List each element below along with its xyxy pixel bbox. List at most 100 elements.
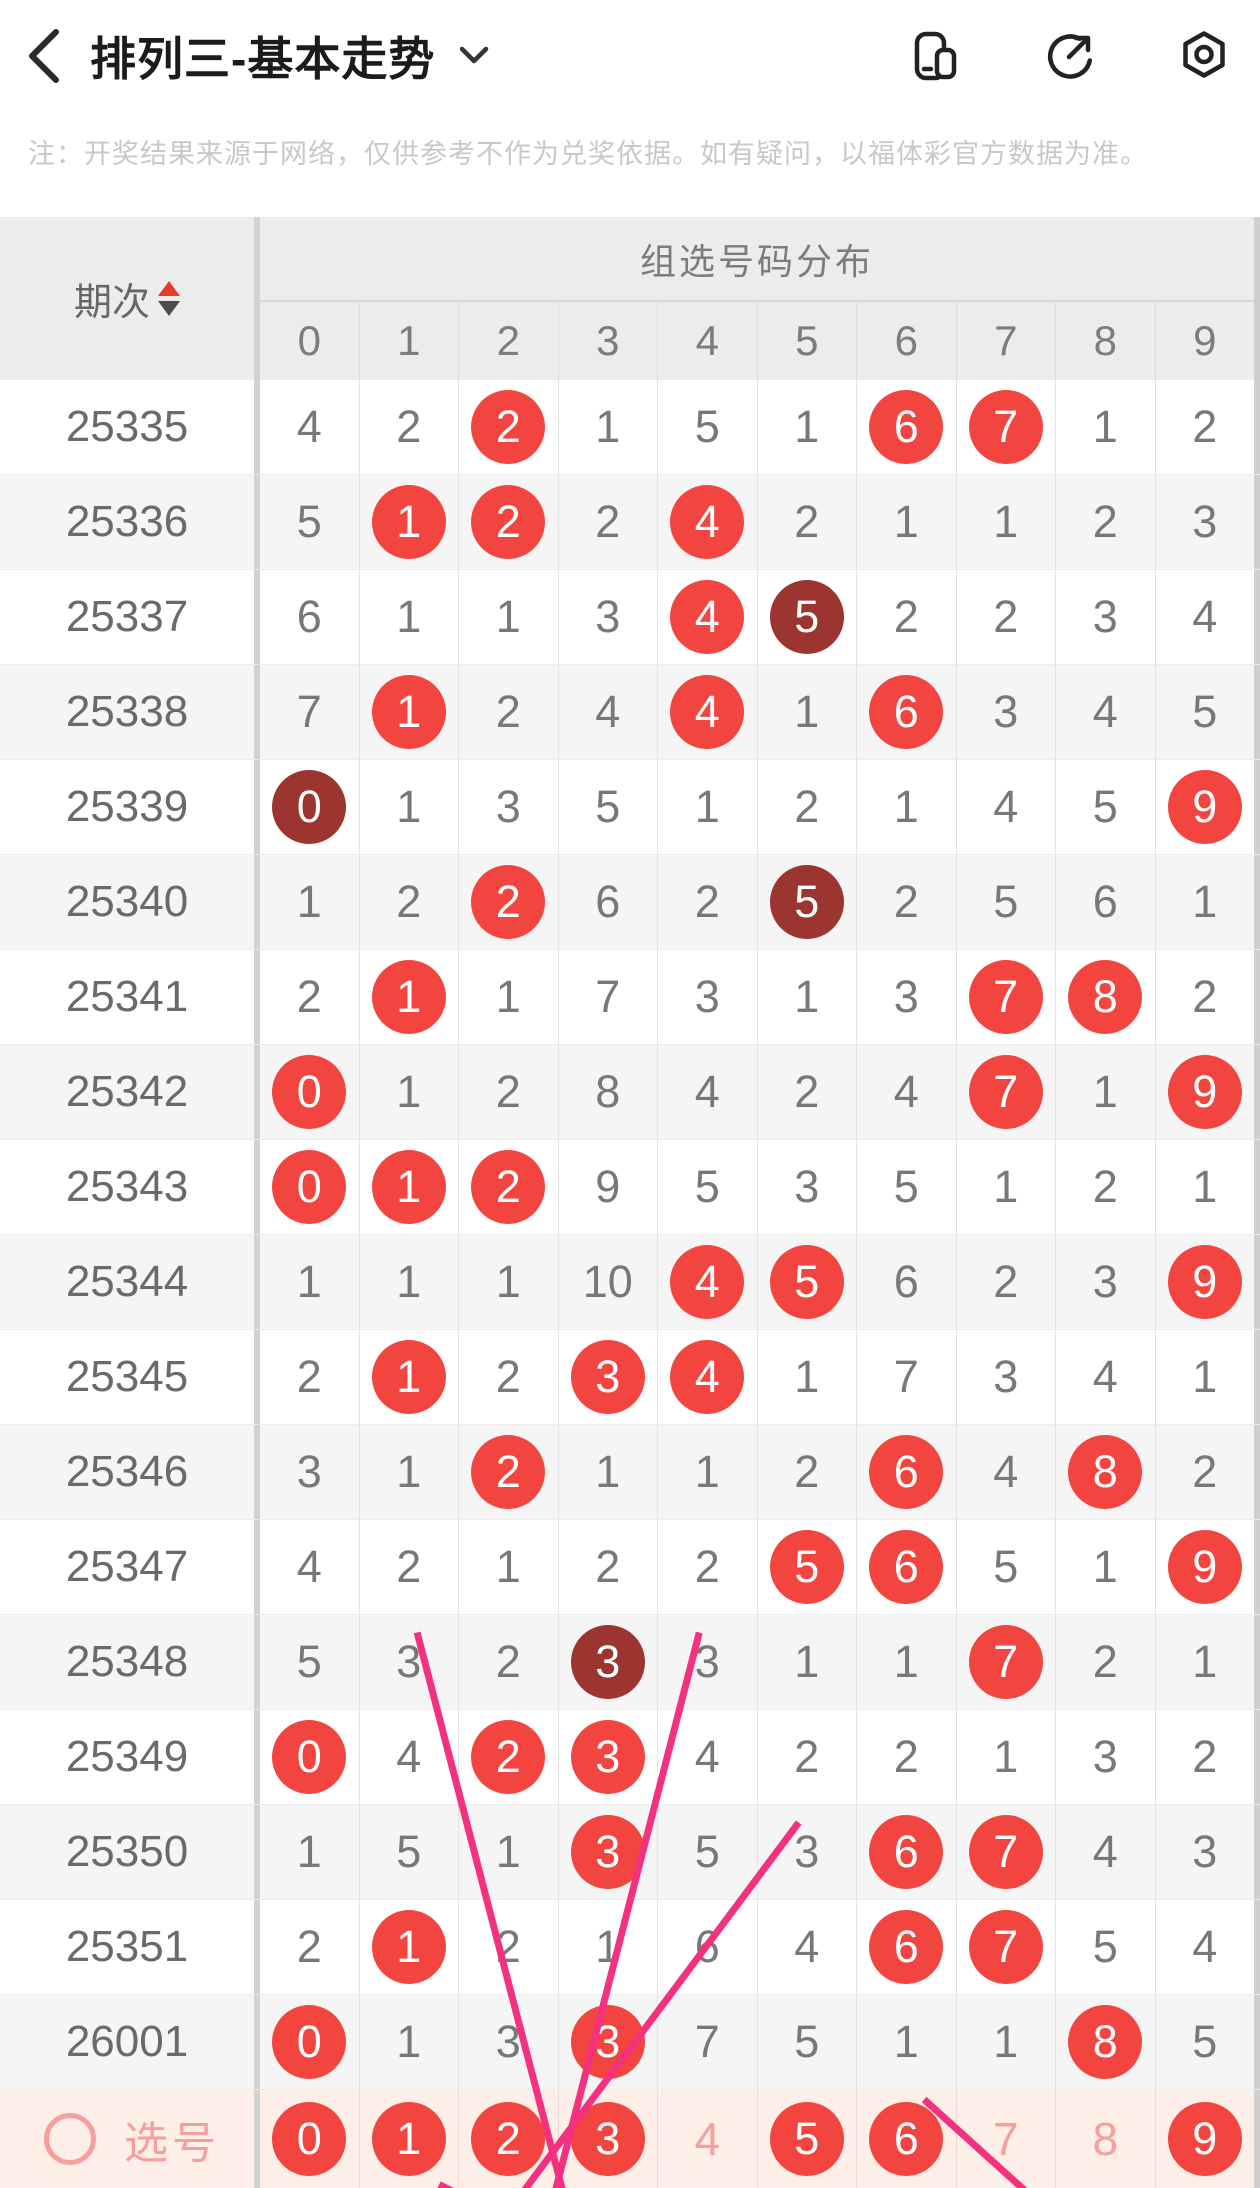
select-number-circle[interactable]: 2	[471, 2102, 546, 2176]
number-cell: 2	[458, 1045, 558, 1139]
number-cell: 5	[756, 1235, 857, 1329]
number-cell: 7	[296, 686, 322, 737]
column-divider	[254, 950, 260, 1044]
number-cell: 1	[358, 1330, 459, 1424]
number-cell: 2	[856, 1710, 956, 1804]
number-cell: 5	[756, 1995, 857, 2089]
number-cell: 7	[955, 950, 1056, 1044]
number-cell: 2	[756, 1045, 857, 1139]
miss-circle-red: 8	[1068, 2005, 1143, 2079]
miss-circle-red: 7	[968, 1625, 1043, 1699]
title-dropdown[interactable]: 排列三-基本走势	[90, 23, 491, 89]
miss-circle-red: 5	[769, 1530, 844, 1604]
select-ring-icon[interactable]	[44, 2113, 96, 2165]
column-divider	[254, 2090, 260, 2188]
number-cell: 2	[296, 1351, 322, 1402]
number-cell: 1	[756, 1615, 857, 1709]
select-number-circle[interactable]: 3	[570, 2102, 645, 2176]
select-number-cell[interactable]: 1	[358, 2090, 459, 2188]
number-cell: 5	[657, 1805, 757, 1899]
number-cell: 2	[756, 760, 857, 854]
number-cell: 4	[1055, 665, 1155, 759]
miss-circle-red: 4	[670, 580, 745, 654]
table-row: 25346 3 1 2 1 1 2 6 4 8 2	[0, 1425, 1260, 1520]
period-cell: 25347	[65, 1542, 189, 1591]
select-number-circle[interactable]: 1	[371, 2102, 446, 2176]
select-number-circle[interactable]: 9	[1167, 2102, 1242, 2176]
settings-icon[interactable]	[1176, 28, 1232, 84]
number-cell: 4	[657, 1235, 757, 1329]
period-cell: 25335	[65, 402, 189, 451]
period-cell: 25342	[65, 1067, 189, 1116]
number-cell: 2	[458, 855, 558, 949]
select-number-cell[interactable]: 0	[260, 2090, 359, 2188]
miss-circle-red: 1	[371, 1910, 446, 1984]
number-cell: 7	[955, 1615, 1056, 1709]
period-cell: 26001	[65, 2017, 189, 2066]
select-row: 选号 0 1 2 3 4 5 6 7 8 9	[0, 2090, 1260, 2188]
select-number-circle[interactable]: 6	[869, 2102, 944, 2176]
digit-column-header: 6	[856, 302, 956, 380]
number-cell: 4	[1055, 1805, 1155, 1899]
number-cell: 3	[557, 1615, 658, 1709]
number-cell: 4	[358, 1710, 459, 1804]
select-number-cell[interactable]: 5	[756, 2090, 857, 2188]
number-cell: 1	[955, 1140, 1056, 1234]
number-cell: 6	[296, 591, 322, 642]
miss-circle-red: 1	[371, 675, 446, 749]
select-number-circle[interactable]: 0	[272, 2102, 347, 2176]
number-cell: 6	[657, 1900, 757, 1994]
miss-circle-red: 0	[272, 1150, 347, 1224]
select-number-text[interactable]: 8	[1055, 2090, 1155, 2188]
number-cell: 1	[296, 1826, 322, 1877]
period-header-label: 期次	[73, 282, 150, 324]
number-cell: 2	[1055, 1615, 1155, 1709]
number-cell: 9	[1154, 760, 1255, 854]
select-number-circle[interactable]: 5	[769, 2102, 844, 2176]
number-cell: 3	[1154, 475, 1255, 569]
number-cell: 5	[1055, 1900, 1155, 1994]
period-cell: 25350	[65, 1827, 189, 1876]
number-cell: 2	[557, 1520, 658, 1614]
miss-circle-red: 6	[869, 1815, 944, 1889]
period-cell: 25339	[65, 782, 189, 831]
number-cell: 3	[458, 760, 558, 854]
floating-window-icon[interactable]	[908, 28, 964, 84]
period-cell: 25338	[65, 687, 189, 736]
select-number-cell[interactable]: 3	[557, 2090, 658, 2188]
share-icon[interactable]	[1042, 28, 1098, 84]
number-cell: 6	[856, 1900, 956, 1994]
table-row: 25351 2 1 2 1 6 4 6 7 5 4	[0, 1900, 1260, 1995]
disclaimer-note: 注：开奖结果来源于网络，仅供参考不作为兑奖依据。如有疑问，以福体彩官方数据为准。	[28, 139, 1148, 169]
back-button[interactable]	[0, 0, 90, 112]
miss-circle-dark: 5	[769, 865, 844, 939]
number-cell: 1	[756, 380, 857, 474]
select-number-cell[interactable]: 6	[856, 2090, 956, 2188]
select-number-text[interactable]: 4	[657, 2090, 757, 2188]
number-cell: 1	[955, 475, 1056, 569]
column-divider	[254, 1805, 260, 1899]
number-cell: 2	[557, 475, 658, 569]
number-cell: 2	[458, 665, 558, 759]
sort-toggle[interactable]	[158, 281, 180, 316]
column-divider	[254, 1615, 260, 1709]
number-cell: 7	[557, 950, 658, 1044]
select-number-cell[interactable]: 9	[1154, 2090, 1255, 2188]
number-cell: 5	[296, 496, 322, 547]
miss-circle-red: 7	[968, 1055, 1043, 1129]
select-number-text[interactable]: 7	[955, 2090, 1056, 2188]
select-number-cell[interactable]: 2	[458, 2090, 558, 2188]
table-row: 25341 2 1 1 7 3 1 3 7 8 2	[0, 950, 1260, 1045]
digit-column-header: 5	[756, 302, 857, 380]
number-cell: 7	[856, 1330, 956, 1424]
number-cell: 1	[1055, 1520, 1155, 1614]
